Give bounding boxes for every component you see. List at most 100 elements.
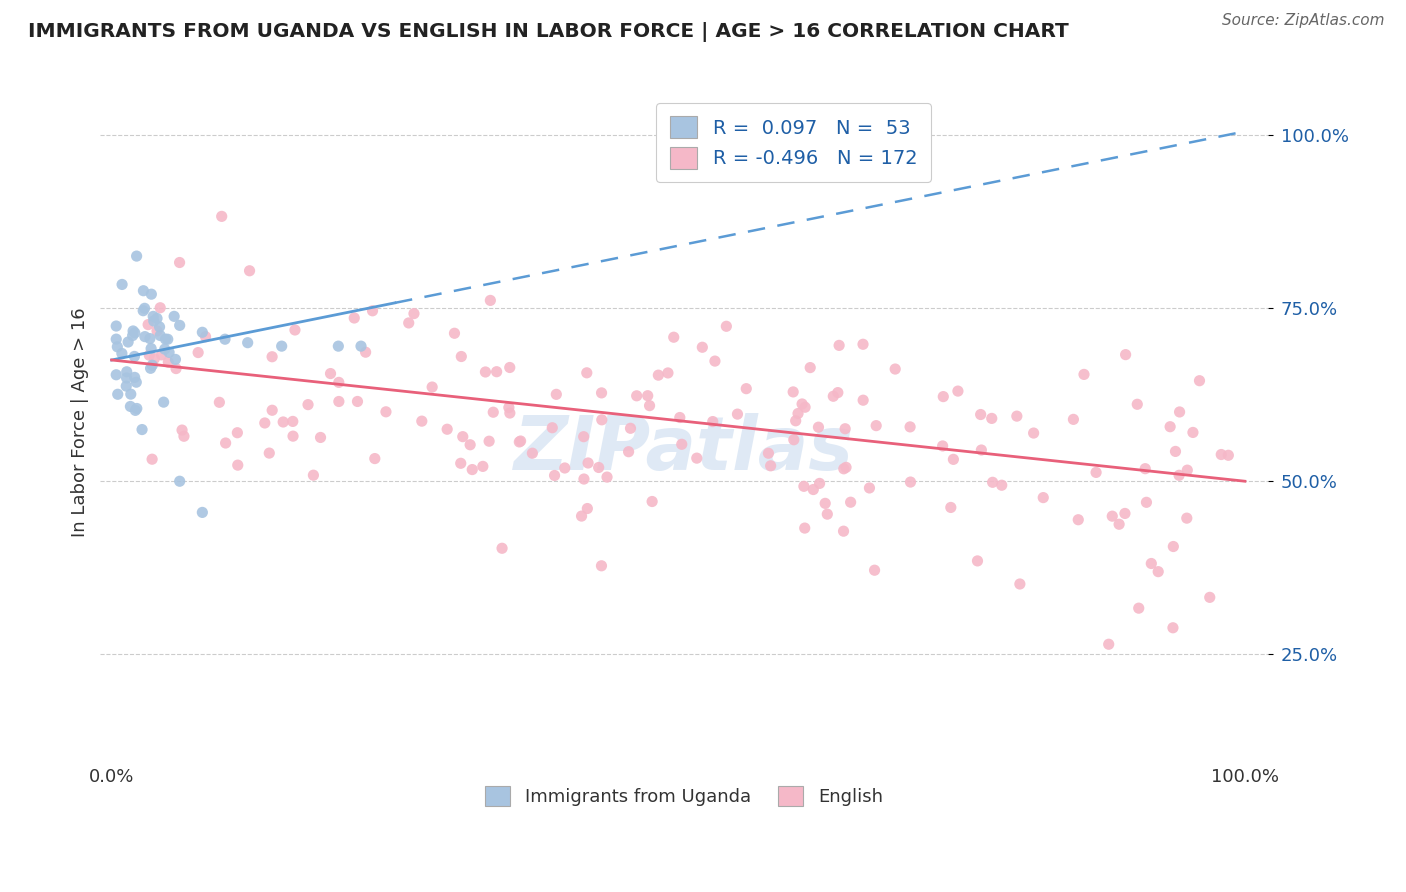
Point	[793, 521, 815, 535]
Point	[134, 301, 156, 316]
Point	[208, 395, 231, 409]
Point	[884, 362, 907, 376]
Point	[1008, 577, 1031, 591]
Point	[165, 361, 187, 376]
Point	[281, 414, 304, 428]
Point	[815, 507, 838, 521]
Point	[262, 350, 284, 364]
Point	[990, 478, 1012, 492]
Point	[783, 433, 806, 447]
Point	[1126, 397, 1149, 411]
Text: ZIPatlas: ZIPatlas	[515, 413, 853, 486]
Point	[121, 328, 143, 343]
Point	[787, 407, 810, 421]
Point	[451, 430, 474, 444]
Point	[262, 403, 284, 417]
Point	[284, 323, 307, 337]
Point	[157, 355, 180, 369]
Point	[148, 319, 170, 334]
Point	[1098, 637, 1121, 651]
Point	[211, 210, 233, 224]
Point	[794, 401, 817, 415]
Point	[1062, 412, 1084, 426]
Point	[832, 524, 855, 538]
Point	[238, 264, 260, 278]
Text: Source: ZipAtlas.com: Source: ZipAtlas.com	[1222, 13, 1385, 29]
Point	[111, 277, 134, 292]
Point	[117, 334, 139, 349]
Point	[576, 501, 599, 516]
Point	[187, 345, 209, 359]
Point	[170, 423, 193, 437]
Point	[471, 459, 494, 474]
Point	[1188, 374, 1211, 388]
Point	[498, 401, 520, 415]
Point	[153, 342, 176, 356]
Point	[165, 352, 187, 367]
Point	[1175, 463, 1198, 477]
Point	[735, 382, 758, 396]
Point	[146, 311, 169, 326]
Point	[236, 335, 259, 350]
Point	[576, 456, 599, 470]
Point	[858, 481, 880, 495]
Point	[343, 310, 366, 325]
Point	[485, 365, 508, 379]
Point	[259, 446, 281, 460]
Point	[932, 390, 955, 404]
Point	[411, 414, 433, 428]
Point	[124, 350, 146, 364]
Point	[852, 337, 875, 351]
Point	[124, 403, 146, 417]
Point	[939, 500, 962, 515]
Point	[125, 375, 148, 389]
Point	[346, 394, 368, 409]
Point	[782, 384, 804, 399]
Point	[790, 397, 813, 411]
Point	[832, 462, 855, 476]
Point	[139, 342, 162, 356]
Point	[1198, 591, 1220, 605]
Point	[191, 326, 214, 340]
Point	[328, 376, 350, 390]
Point	[692, 340, 714, 354]
Point	[499, 406, 522, 420]
Point	[169, 474, 191, 488]
Point	[839, 495, 862, 509]
Point	[898, 420, 921, 434]
Point	[1175, 511, 1198, 525]
Point	[131, 423, 153, 437]
Point	[458, 438, 481, 452]
Point	[1161, 621, 1184, 635]
Point	[801, 483, 824, 497]
Point	[111, 346, 134, 360]
Point	[132, 284, 155, 298]
Point	[716, 319, 738, 334]
Point	[474, 365, 496, 379]
Point	[572, 472, 595, 486]
Point	[931, 439, 953, 453]
Point	[302, 468, 325, 483]
Point	[626, 389, 648, 403]
Point	[1101, 509, 1123, 524]
Point	[727, 407, 749, 421]
Point	[509, 434, 531, 448]
Point	[946, 384, 969, 398]
Point	[591, 413, 613, 427]
Point	[163, 310, 186, 324]
Point	[1114, 507, 1136, 521]
Point	[156, 332, 179, 346]
Point	[686, 451, 709, 466]
Point	[1163, 540, 1185, 554]
Legend: Immigrants from Uganda, English: Immigrants from Uganda, English	[478, 779, 890, 814]
Point	[328, 339, 350, 353]
Point	[169, 318, 191, 333]
Point	[364, 451, 387, 466]
Point	[350, 339, 373, 353]
Point	[150, 348, 173, 362]
Point	[141, 358, 163, 372]
Point	[124, 370, 146, 384]
Point	[436, 422, 458, 436]
Point	[852, 393, 875, 408]
Point	[1218, 448, 1240, 462]
